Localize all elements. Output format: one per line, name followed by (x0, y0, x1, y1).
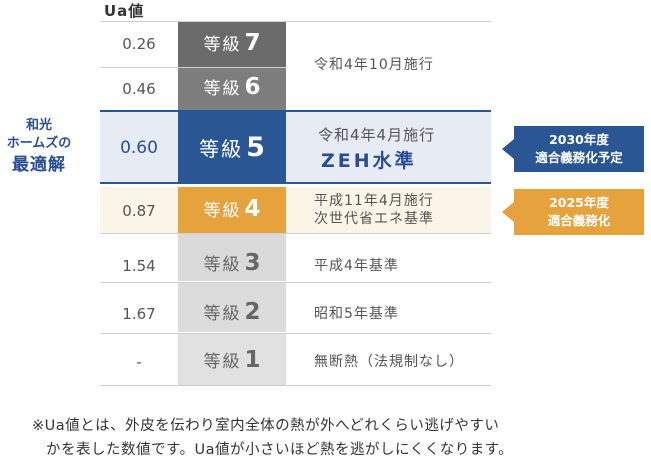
row-divider (100, 233, 491, 234)
row-divider (100, 282, 491, 283)
desc-grade-1: 無断熱（法規制なし） (314, 354, 464, 370)
badge-2030-line2: 適合義務化予定 (535, 150, 623, 165)
footnote-line1: ※Ua値とは、外皮を伝わり室内全体の熱が外へどれくらい逃げやすい (32, 418, 500, 434)
grade-prefix: 等級 (203, 35, 242, 55)
row-4-background (100, 187, 491, 233)
desc-grade-2: 昭和5年基準 (314, 306, 399, 322)
grade-table: 0.26 等級 7 0.46 等級 6 令和4年10月施行 0.60 等級 5 令和4… (100, 21, 491, 386)
grade-2-cell (178, 282, 286, 332)
grade-1-label: 等級 1 (178, 347, 286, 373)
grade-number: 4 (244, 196, 261, 222)
grade-6-label: 等級 6 (178, 74, 286, 100)
grade-number: 2 (244, 299, 261, 325)
badge-2025-mandatory: 2025年度 適合義務化 (502, 189, 644, 235)
grade-number: 5 (246, 132, 265, 163)
row-divider (100, 67, 286, 68)
badge-2030-mandatory: 2030年度 適合義務化予定 (502, 126, 644, 172)
badge-2030-line1: 2030年度 (549, 132, 609, 147)
grade-prefix: 等級 (203, 255, 242, 275)
desc-grade-4-line2: 次世代省エネ基準 (314, 211, 434, 227)
desc-grade-5-line2: ZEH水準 (321, 150, 417, 172)
row-divider (100, 21, 491, 22)
desc-grade-5-line1: 令和4年4月施行 (318, 126, 436, 144)
grade-3-label: 等級 3 (178, 250, 286, 276)
grade-prefix: 等級 (199, 137, 244, 161)
grade-prefix: 等級 (203, 352, 242, 372)
ua-value-grade-1: - (136, 353, 142, 371)
ua-value-grade-4: 0.87 (122, 202, 156, 220)
grade-6-cell (178, 67, 286, 110)
grade-prefix: 等級 (203, 79, 242, 99)
grade-2-label: 等級 2 (178, 299, 286, 325)
badge-2025-line1: 2025年度 (549, 195, 609, 210)
optimal-solution-label: 和光 ホームズの 最適解 (0, 117, 78, 177)
grade-number: 1 (244, 347, 261, 373)
desc-grade-7-6: 令和4年10月施行 (314, 57, 434, 73)
ua-value-grade-6: 0.46 (122, 80, 156, 98)
grade-number: 3 (244, 250, 261, 276)
badge-2025-line2: 適合義務化 (547, 213, 611, 228)
row-5-background (100, 110, 491, 184)
desc-grade-4-line1: 平成11年4月施行 (314, 193, 434, 209)
footnote-line2: かを表した数値です。Ua値が小さいほど熱を逃がしにくくなります。 (46, 442, 514, 458)
ua-value-grade-7: 0.26 (122, 35, 156, 53)
grade-4-label: 等級 4 (178, 196, 286, 222)
grade-prefix: 等級 (203, 304, 242, 324)
ua-value-grade-5: 0.60 (120, 138, 158, 158)
grade-4-cell (178, 187, 286, 233)
grade-3-cell (178, 233, 286, 281)
ua-header: Ua値 (104, 2, 145, 20)
side-label-line2: ホームズの (6, 136, 72, 151)
grade-1-cell (178, 333, 286, 385)
side-label-line3: 最適解 (12, 155, 66, 175)
ua-value-grade-3: 1.54 (122, 257, 156, 275)
grade-5-label: 等級 5 (178, 132, 286, 163)
grade-prefix: 等級 (203, 201, 242, 221)
grade-7-cell (178, 21, 286, 67)
ua-value-grade-2: 1.67 (122, 305, 156, 323)
grade-7-label: 等級 7 (178, 30, 286, 56)
grade-number: 7 (244, 30, 261, 56)
grade-5-cell (178, 110, 286, 184)
row-divider (100, 333, 491, 334)
side-label-line1: 和光 (25, 118, 52, 133)
footnote: ※Ua値とは、外皮を伝わり室内全体の熱が外へどれくらい逃げやすい かを表した数値… (32, 414, 513, 462)
grade-number: 6 (244, 74, 261, 100)
row-divider (100, 385, 491, 386)
desc-grade-3: 平成4年基準 (314, 258, 399, 274)
